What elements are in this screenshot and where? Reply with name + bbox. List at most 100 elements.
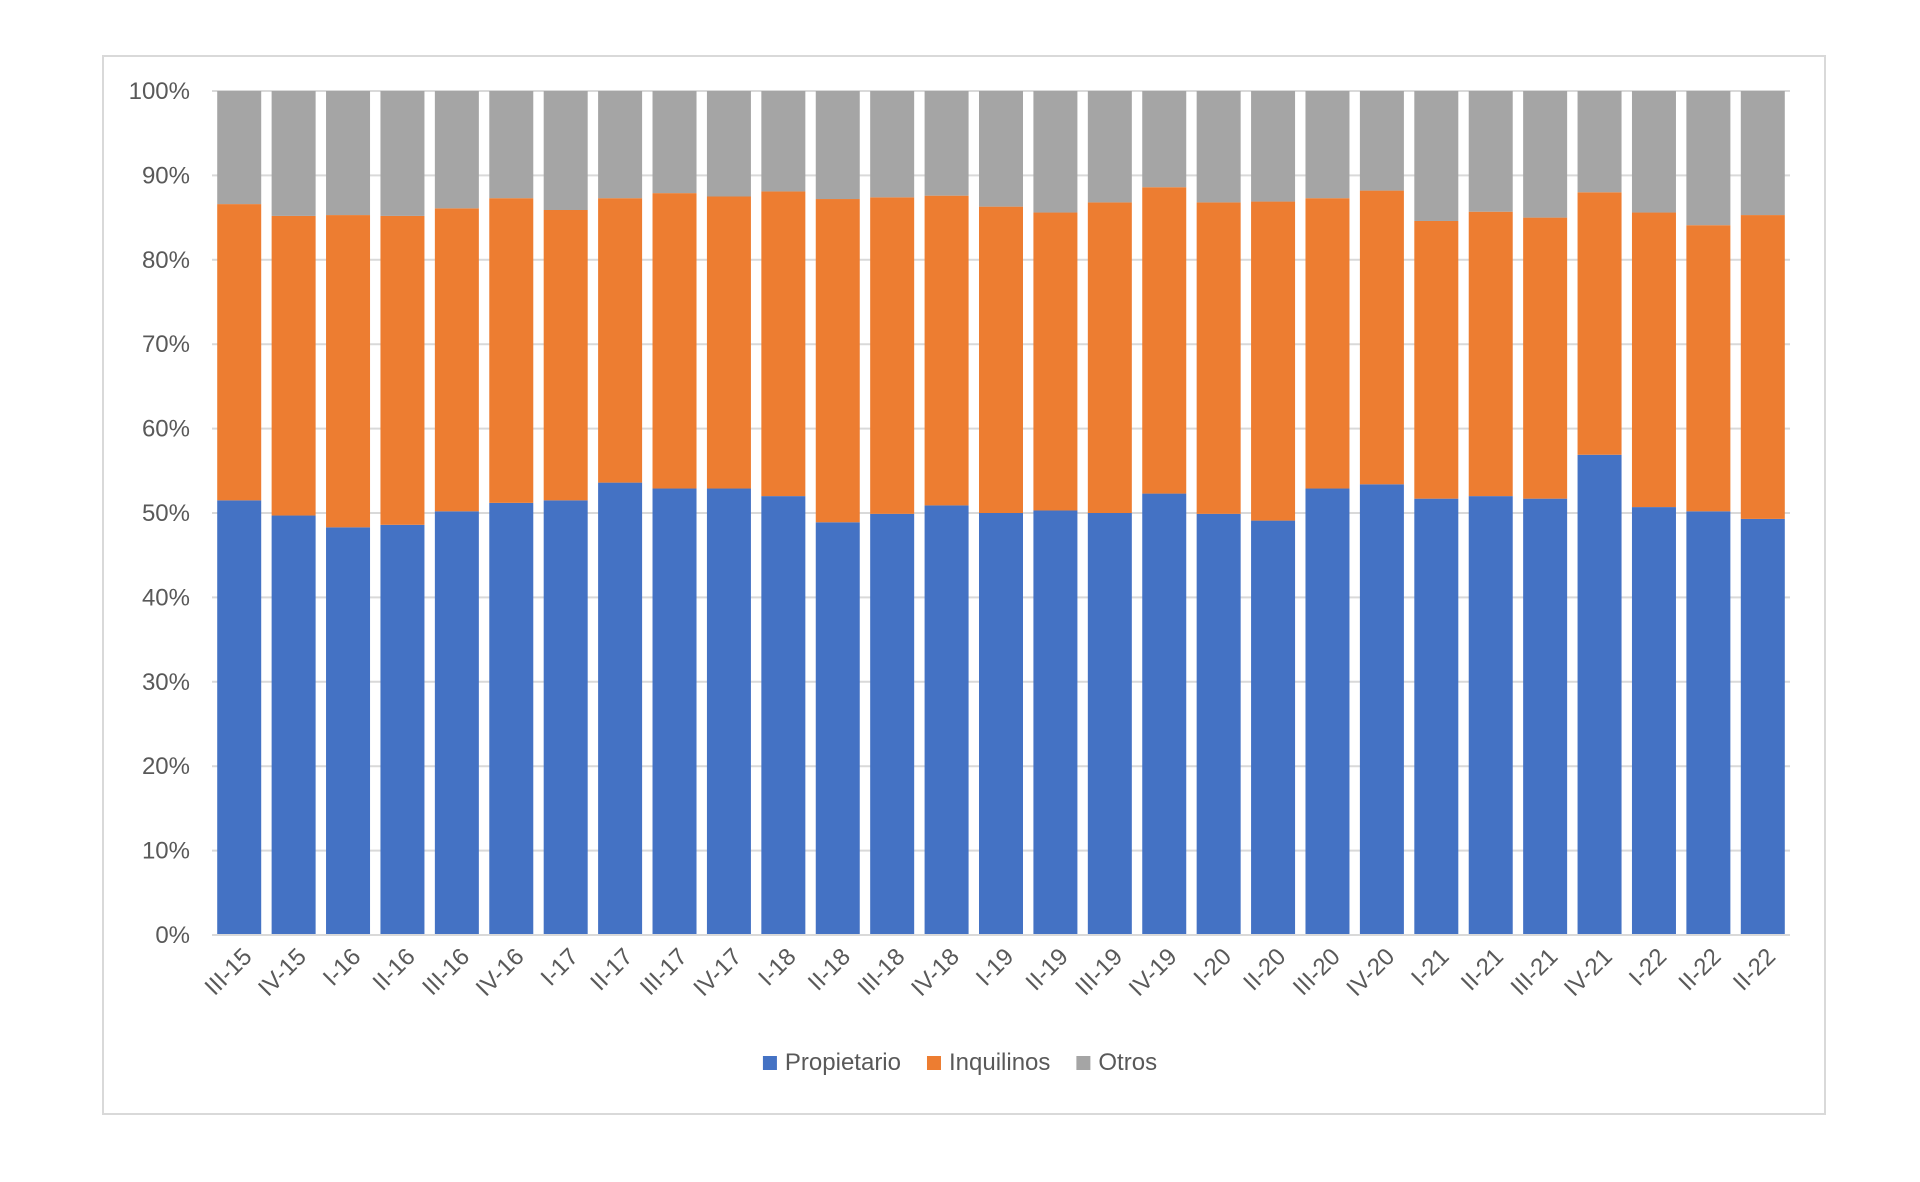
bar-propietario (543, 500, 588, 935)
bar-inquilinos (1196, 202, 1241, 514)
legend: Propietario Inquilinos Otros (762, 1049, 1157, 1076)
x-tick-label: II-19 (1021, 943, 1074, 996)
x-tick-label: I-17 (536, 943, 584, 991)
x-tick-label: IV-19 (1124, 943, 1183, 1002)
bar-otros (706, 91, 751, 197)
bar-propietario (815, 522, 860, 935)
y-tick-label: 50% (142, 500, 190, 527)
y-tick-label: 0% (155, 922, 190, 949)
bars (217, 91, 1785, 935)
bar-propietario (1631, 507, 1676, 935)
bar-otros (1033, 91, 1078, 213)
y-tick-label: 70% (142, 331, 190, 358)
bar-propietario (1414, 498, 1459, 935)
bar-propietario (1359, 484, 1404, 935)
legend-item: Inquilinos (926, 1049, 1050, 1076)
bar-otros (1142, 91, 1187, 188)
bar-inquilinos (217, 204, 262, 501)
bar-inquilinos (1740, 215, 1785, 519)
bar-propietario (1087, 513, 1132, 935)
bar-otros (1631, 91, 1676, 213)
bar-propietario (1196, 513, 1241, 935)
y-tick-label: 10% (142, 838, 190, 865)
bar-otros (1087, 91, 1132, 203)
bar-inquilinos (870, 197, 915, 514)
x-tick-label: II-20 (1238, 943, 1291, 996)
legend-swatch (926, 1056, 941, 1070)
bar-inquilinos (1251, 201, 1296, 521)
x-tick-label: I-20 (1189, 943, 1237, 991)
bar-inquilinos (1577, 192, 1622, 455)
bar-inquilinos (1631, 212, 1676, 508)
bar-otros (1740, 91, 1785, 216)
bar-otros (380, 91, 425, 216)
y-tick-label: 30% (142, 669, 190, 696)
bar-propietario (1740, 518, 1785, 935)
bar-otros (761, 91, 806, 192)
bar-inquilinos (1033, 212, 1078, 511)
x-tick-label: II-22 (1674, 943, 1727, 996)
x-tick-label: III-17 (635, 943, 693, 1001)
legend-item: Otros (1076, 1049, 1157, 1076)
bar-otros (326, 91, 371, 216)
x-tick-label: I-18 (753, 943, 801, 991)
bar-inquilinos (434, 208, 479, 512)
bar-propietario (489, 502, 534, 935)
bar-otros (1359, 91, 1404, 191)
bar-otros (271, 91, 316, 216)
x-tick-label: II-16 (368, 943, 421, 996)
x-tick-label: III-20 (1288, 943, 1346, 1001)
bar-propietario (1142, 493, 1187, 935)
bar-otros (652, 91, 697, 194)
bar-inquilinos (1468, 211, 1513, 497)
x-tick-label: III-19 (1070, 943, 1128, 1001)
bar-propietario (1251, 520, 1296, 935)
y-tick-label: 100% (129, 78, 190, 105)
bar-inquilinos (489, 198, 534, 503)
bar-propietario (979, 513, 1023, 935)
x-tick-label: II-22 (1728, 943, 1781, 996)
x-tick-label: IV-17 (688, 943, 747, 1002)
bar-inquilinos (815, 199, 860, 523)
y-tick-label: 60% (142, 416, 190, 443)
bar-inquilinos (1305, 198, 1350, 489)
legend-label: Propietario (785, 1049, 901, 1076)
x-tick-label: IV-16 (471, 943, 530, 1002)
bar-otros (434, 91, 479, 209)
bar-otros (1305, 91, 1350, 199)
bar-otros (598, 91, 643, 199)
x-tick-label: IV-15 (253, 943, 312, 1002)
bar-otros (489, 91, 534, 199)
bar-otros (815, 91, 860, 200)
bar-otros (924, 91, 969, 196)
bar-propietario (652, 488, 697, 935)
x-tick-label: II-21 (1456, 943, 1509, 996)
bar-inquilinos (543, 210, 588, 501)
x-tick-label: I-16 (318, 943, 366, 991)
bar-otros (979, 91, 1023, 207)
y-tick-label: 80% (142, 247, 190, 274)
bar-propietario (870, 513, 915, 935)
legend-swatch (762, 1056, 777, 1070)
legend-label: Otros (1098, 1049, 1157, 1076)
x-tick-label: IV-20 (1341, 943, 1400, 1002)
bar-otros (217, 91, 262, 205)
bar-otros (1196, 91, 1241, 203)
bar-inquilinos (598, 198, 643, 483)
bar-propietario (380, 524, 425, 935)
x-tick-label: I-22 (1624, 943, 1672, 991)
x-tick-label: II-17 (585, 943, 638, 996)
bar-inquilinos (1414, 220, 1459, 499)
bar-inquilinos (1686, 225, 1731, 512)
bar-inquilinos (979, 206, 1023, 514)
y-tick-label: 20% (142, 753, 190, 780)
bar-inquilinos (271, 215, 316, 516)
bar-propietario (924, 505, 969, 935)
legend-swatch (1076, 1056, 1091, 1070)
bar-inquilinos (1142, 187, 1187, 494)
bar-inquilinos (924, 195, 969, 506)
bar-inquilinos (761, 191, 806, 497)
x-tick-label: III-15 (200, 943, 258, 1001)
bar-inquilinos (326, 215, 371, 528)
